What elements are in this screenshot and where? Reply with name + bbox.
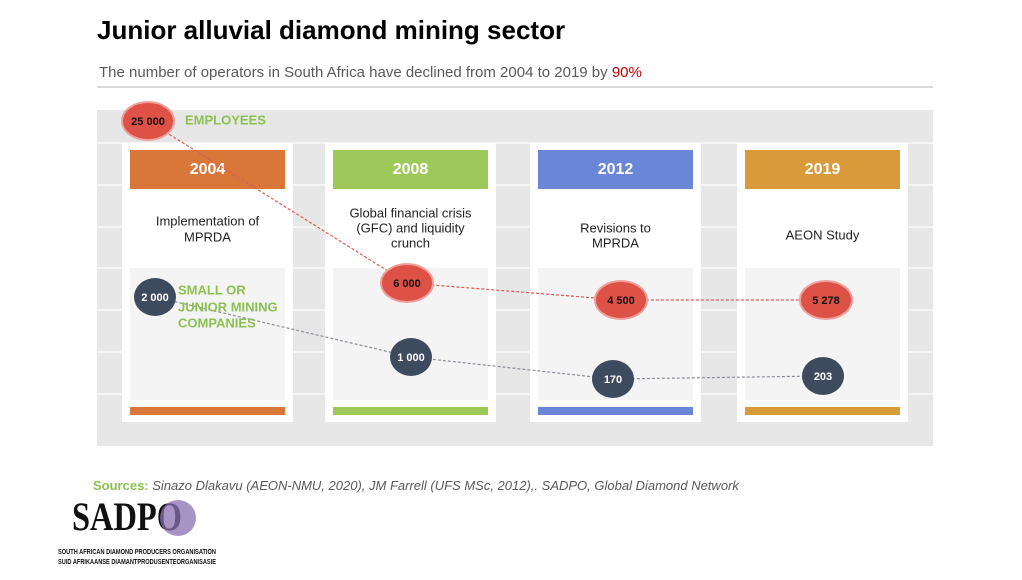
companies-line xyxy=(154,296,824,380)
event-text: Implementation of xyxy=(156,213,260,228)
companies-bubble xyxy=(592,360,634,398)
event-text: MPRDA xyxy=(184,229,231,244)
year-header xyxy=(130,150,285,189)
companies-bubble xyxy=(390,338,432,376)
companies-label-line: SMALL OR xyxy=(178,282,246,297)
year-label: 2012 xyxy=(598,161,634,178)
companies-label-line: JUNIOR MINING xyxy=(178,299,278,314)
companies-bubble xyxy=(802,357,844,395)
employees-value: 5 278 xyxy=(812,295,840,307)
logo: SADPO SOUTH AFRICAN DIAMOND PRODUCERS OR… xyxy=(58,494,216,566)
companies-value: 2 000 xyxy=(141,292,169,304)
subtitle: The number of operators in South Africa … xyxy=(99,64,642,81)
bottom-bar xyxy=(130,407,285,415)
sources: Sources: Sinazo Dlakavu (AEON-NMU, 2020)… xyxy=(93,478,740,493)
event-text: MPRDA xyxy=(592,235,639,250)
employees-bubble xyxy=(121,101,175,141)
sources-label: Sources: xyxy=(93,478,149,493)
employees-value: 6 000 xyxy=(393,278,421,290)
employees-value: 25 000 xyxy=(131,116,165,128)
title: Junior alluvial diamond mining sector xyxy=(97,15,565,45)
employees-bubble xyxy=(799,280,853,320)
value-bubbles: 25 000 2 000 6 000 1 000 4 500 170 5 278 203 xyxy=(121,101,853,398)
event-text: Global financial crisis xyxy=(349,205,472,220)
event-text: crunch xyxy=(391,235,430,250)
sources-text: Sinazo Dlakavu (AEON-NMU, 2020), JM Farr… xyxy=(152,478,740,493)
year-header xyxy=(333,150,488,189)
employees-label: EMPLOYEES xyxy=(185,112,266,127)
event-text: AEON Study xyxy=(786,227,860,242)
companies-value: 1 000 xyxy=(397,352,425,364)
event-text: Revisions to xyxy=(580,220,651,235)
companies-value: 203 xyxy=(814,371,832,383)
companies-value: 170 xyxy=(604,374,622,386)
year-header xyxy=(538,150,693,189)
logo-line: SOUTH AFRICAN DIAMOND PRODUCERS ORGANISA… xyxy=(58,549,216,556)
employees-bubble xyxy=(380,263,434,303)
year-label: 2019 xyxy=(805,161,841,178)
event-text: (GFC) and liquidity xyxy=(356,220,465,235)
employees-value: 4 500 xyxy=(607,295,635,307)
employees-line xyxy=(147,120,826,301)
companies-label-line: COMPANIES xyxy=(178,315,256,330)
companies-bubble xyxy=(134,278,176,316)
year-header xyxy=(745,150,900,189)
year-label: 2008 xyxy=(393,161,429,178)
companies-label: SMALL OR JUNIOR MINING COMPANIES xyxy=(178,282,278,330)
subtitle-text: The number of operators in South Africa … xyxy=(99,64,608,81)
trend-lines xyxy=(147,120,826,380)
logo-diamond xyxy=(160,500,196,536)
bottom-bar xyxy=(333,407,488,415)
employees-bubble xyxy=(594,280,648,320)
bottom-bar xyxy=(745,407,900,415)
bottom-bar xyxy=(538,407,693,415)
logo-line: SUID AFRIKAANSE DIAMANTPRODUSENTEORGANIS… xyxy=(58,559,216,566)
year-label: 2004 xyxy=(190,161,226,178)
subtitle-highlight: 90% xyxy=(612,64,642,81)
